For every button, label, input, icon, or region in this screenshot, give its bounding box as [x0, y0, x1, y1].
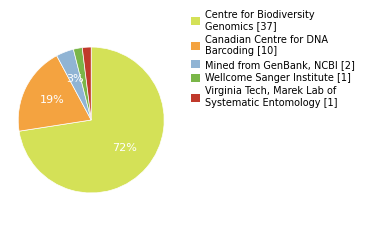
Text: 3%: 3%: [66, 74, 84, 84]
Wedge shape: [57, 49, 91, 120]
Wedge shape: [18, 56, 91, 131]
Wedge shape: [73, 48, 91, 120]
Text: 72%: 72%: [112, 144, 137, 154]
Text: 19%: 19%: [40, 96, 64, 106]
Wedge shape: [82, 47, 91, 120]
Wedge shape: [19, 47, 164, 193]
Legend: Centre for Biodiversity
Genomics [37], Canadian Centre for DNA
Barcoding [10], M: Centre for Biodiversity Genomics [37], C…: [191, 10, 355, 108]
